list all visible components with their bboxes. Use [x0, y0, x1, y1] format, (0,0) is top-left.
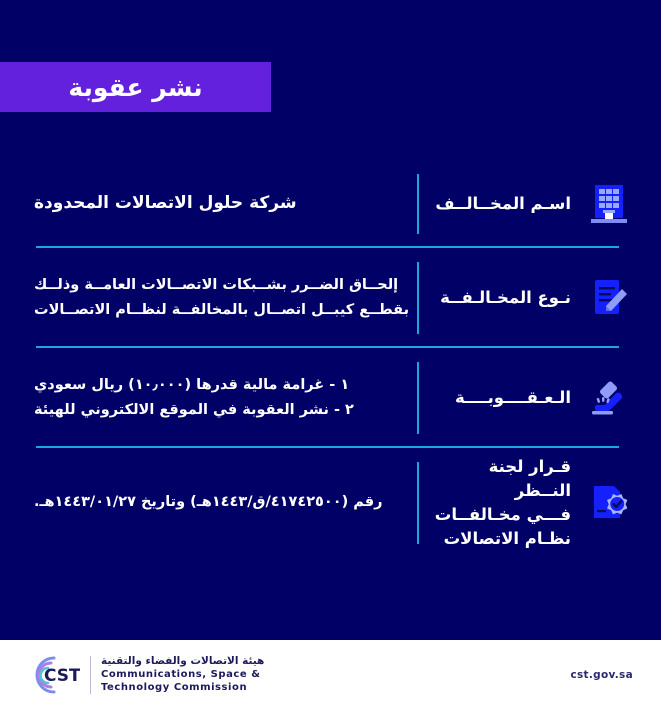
row-label: قـرار لجنة النــظر فـــي مخـالفــات نظـا… [429, 455, 571, 551]
row-vertical-divider [417, 362, 419, 434]
row-value-cell: شركة حلول الاتصالات المحدودة [28, 191, 417, 217]
verified-document-icon [585, 479, 633, 527]
table-row-violator-name: اسـم المخــالــف شركة حلول الاتصالات الم… [28, 160, 637, 248]
row-value-cell: رقم (٤١٧٤٢٥٠٠/ق/١٤٤٣هـ) وتاريخ ١٤٤٣/٠١/٢… [28, 491, 417, 514]
brand-text: هيئة الاتصالات والفضاء والتقنية Communic… [101, 655, 264, 695]
violator-name-value: شركة حلول الاتصالات المحدودة [34, 193, 297, 214]
row-vertical-divider [417, 462, 419, 544]
brand-name-arabic: هيئة الاتصالات والفضاء والتقنية [101, 654, 265, 667]
row-label: نـوع المخـالـفــة [440, 288, 571, 308]
row-label-cell: الـعـقــــوبــــة [429, 374, 637, 422]
row-label-cell: قـرار لجنة النــظر فـــي مخـالفــات نظـا… [429, 455, 637, 551]
row-label: اسـم المخــالــف [435, 194, 571, 214]
penalty-details-table: اسـم المخــالــف شركة حلول الاتصالات الم… [0, 160, 661, 558]
document-pen-icon [585, 274, 633, 322]
header-banner: نشر عقوبة [0, 62, 271, 112]
violation-type-line-2: بقطــع كيبــل اتصــال بالمخالفــة لنظــا… [34, 302, 410, 318]
brand-en-line-2: Technology Commission [101, 682, 248, 693]
penalty-items: ١ - غرامة مالية قدرها (١٠٫٠٠٠) ريال سعود… [34, 373, 417, 424]
decision-label-line-2: فـــي مخـالفــات [434, 505, 571, 524]
website-url[interactable]: cst.gov.sa [570, 668, 633, 681]
building-icon [585, 180, 633, 228]
svg-text:CST: CST [44, 666, 80, 686]
decision-number-value: رقم (٤١٧٤٢٥٠٠/ق/١٤٤٣هـ) وتاريخ ١٤٤٣/٠١/٢… [34, 494, 383, 511]
table-row-decision: قـرار لجنة النــظر فـــي مخـالفــات نظـا… [28, 448, 637, 558]
row-vertical-divider [417, 174, 419, 234]
row-label-cell: نـوع المخـالـفــة [429, 274, 637, 322]
row-value-cell: إلحــاق الضــرر بشــبكات الاتصــالات الع… [28, 273, 417, 324]
page-title: نشر عقوبة [68, 72, 203, 102]
cst-logo-mark-icon: CST [24, 654, 81, 696]
table-row-penalty: الـعـقــــوبــــة ١ - غرامة مالية قدرها … [28, 348, 637, 448]
cst-logo: CST هيئة الاتصالات والفضاء والتقنية Comm… [24, 654, 264, 696]
row-value-cell: ١ - غرامة مالية قدرها (١٠٫٠٠٠) ريال سعود… [28, 373, 417, 424]
violation-type-line-1: إلحــاق الضــرر بشــبكات الاتصــالات الع… [34, 276, 399, 293]
row-label-cell: اسـم المخــالــف [429, 180, 637, 228]
decision-label-line-1: قـرار لجنة النــظر [488, 457, 571, 501]
gavel-icon [585, 374, 633, 422]
brand-en-line-1: Communications, Space & [101, 668, 261, 680]
row-label: الـعـقــــوبــــة [455, 388, 571, 408]
brand-divider [90, 655, 91, 694]
row-vertical-divider [417, 262, 419, 334]
penalty-item: ٢ - نشر العقوبة في الموقع الالكتروني لله… [34, 402, 354, 418]
footer: CST هيئة الاتصالات والفضاء والتقنية Comm… [0, 640, 661, 709]
penalty-item: ١ - غرامة مالية قدرها (١٠٫٠٠٠) ريال سعود… [34, 376, 350, 393]
decision-label-line-3: نظـام الاتصالات [443, 528, 571, 548]
brand-name-english: Communications, Space & Technology Commi… [101, 668, 264, 695]
table-row-violation-type: نـوع المخـالـفــة إلحــاق الضــرر بشــبك… [28, 248, 637, 348]
violation-type-value: إلحــاق الضــرر بشــبكات الاتصــالات الع… [34, 273, 417, 324]
